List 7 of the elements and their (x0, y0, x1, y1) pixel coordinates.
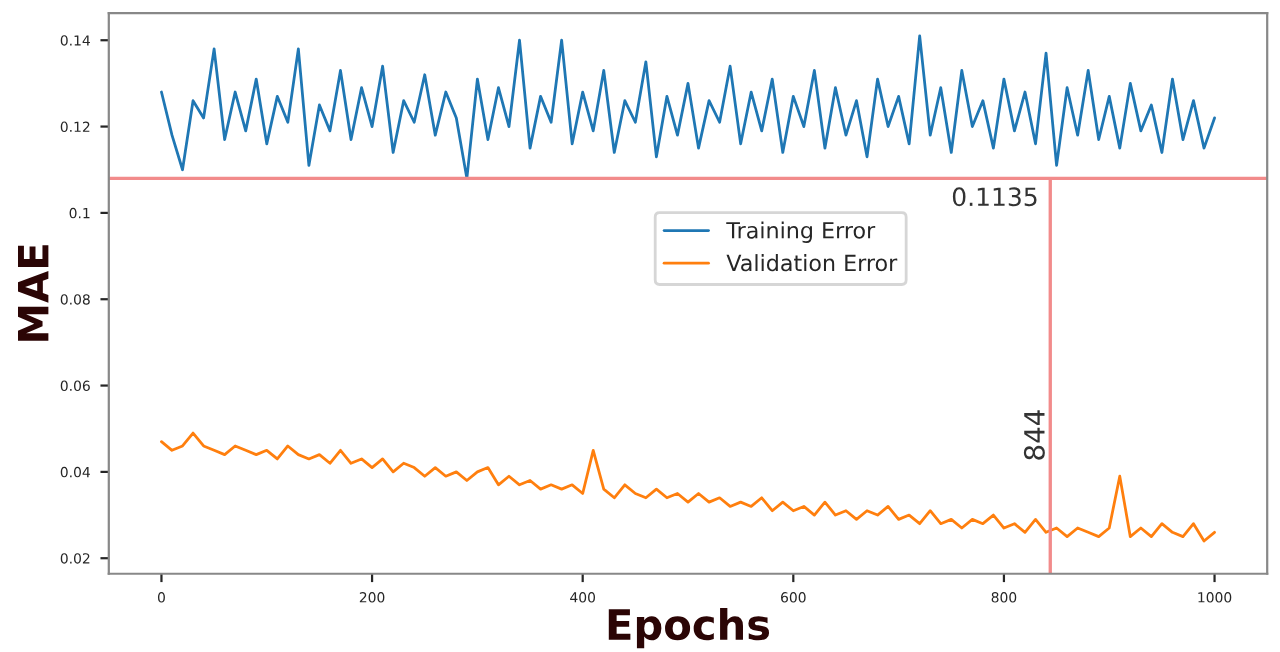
annotation: 0.1135 (952, 187, 1037, 207)
x-axis-title: Epochs (608, 608, 770, 649)
legend-label: Validation Error (726, 254, 898, 272)
legend-label: Training Error (726, 221, 876, 243)
line-series (160, 34, 1216, 180)
y-axis-title: MAE (18, 245, 49, 341)
ref-line-label: 844 (1023, 410, 1045, 460)
